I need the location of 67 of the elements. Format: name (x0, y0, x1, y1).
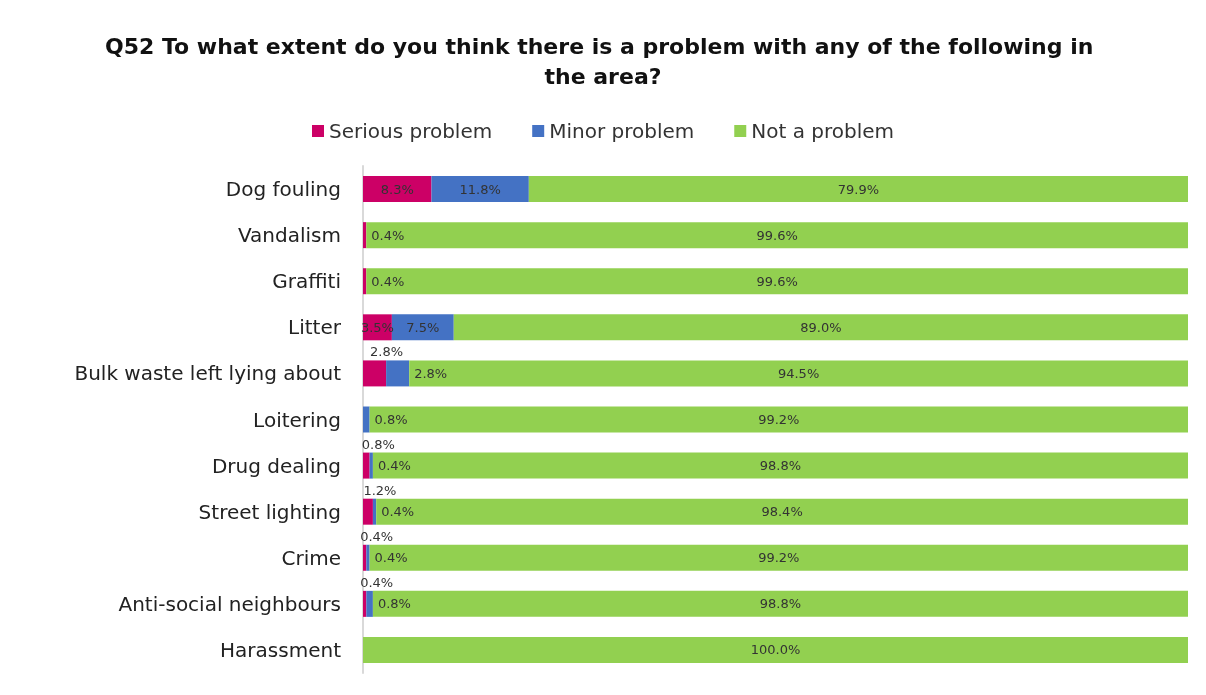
legend-label: Serious problem (328, 119, 493, 143)
bar (528, 176, 1188, 203)
data-label: 0.4% (374, 550, 408, 566)
y-tick-label: Street lighting (198, 499, 341, 524)
data-label: 0.4% (371, 227, 405, 243)
data-label: 98.8% (759, 458, 802, 474)
data-label: 1.2% (363, 482, 397, 498)
bar (363, 222, 367, 249)
y-tick-label: Vandalism (237, 223, 341, 248)
data-label: 99.6% (756, 227, 798, 243)
data-label: 0.8% (374, 412, 408, 427)
data-label: 0.4% (360, 574, 394, 590)
bar (386, 360, 410, 387)
legend-label: Not a problem (751, 119, 895, 143)
y-tick-label: Loitering (253, 407, 341, 432)
bar (369, 452, 373, 479)
bar (372, 590, 1188, 617)
bar (363, 360, 387, 387)
data-label: 8.3% (380, 181, 414, 197)
bar (363, 498, 373, 525)
bar (431, 176, 529, 203)
y-tick-label: Anti-social neighbours (118, 591, 341, 616)
data-label: 99.2% (758, 550, 800, 566)
data-label: 2.8% (370, 344, 404, 360)
data-label: 0.4% (381, 504, 415, 520)
bar (366, 590, 373, 617)
chart-title: Q52 To what extent do you think there is a problem with any of the following in the area? (104, 33, 1102, 89)
y-tick-label: Litter (288, 315, 342, 340)
data-label: 99.6% (756, 273, 798, 289)
data-label: 89.0% (800, 319, 842, 335)
data-label: 94.5% (777, 365, 820, 381)
data-label: 79.9% (837, 181, 880, 197)
data-label: 99.2% (758, 412, 800, 427)
data-label: 98.4% (761, 504, 803, 520)
y-tick-label: Crime (281, 545, 341, 570)
data-label: 0.8% (361, 436, 395, 452)
y-tick-label: Drug dealing (211, 453, 341, 478)
data-label: 0.4% (377, 458, 411, 474)
bar (369, 544, 1188, 571)
bar (363, 590, 367, 617)
bar (372, 452, 1188, 479)
bar (363, 406, 370, 433)
bar (366, 222, 1188, 249)
y-tick-label: Graffiti (272, 269, 341, 294)
bar (363, 176, 432, 203)
data-label: 0.8% (377, 596, 411, 612)
bar (366, 268, 1188, 295)
data-label: 0.4% (360, 528, 394, 544)
data-label: 7.5% (406, 319, 440, 335)
data-label: 11.8% (459, 181, 501, 197)
data-label: 2.8% (414, 365, 448, 381)
bar (453, 314, 1188, 341)
bar (376, 498, 1188, 525)
bar (363, 452, 370, 479)
y-tick-label: Dog fouling (225, 177, 341, 202)
bar (363, 268, 367, 295)
bar (372, 498, 377, 525)
data-label: 100.0% (750, 642, 801, 658)
bar (409, 360, 1188, 387)
bar (369, 406, 1188, 433)
legend-label: Minor problem (549, 119, 695, 143)
bar (391, 314, 454, 341)
data-label: 98.8% (759, 596, 802, 612)
data-label: 0.4% (371, 273, 405, 289)
y-tick-label: Bulk waste left lying about (74, 361, 342, 386)
bar (363, 636, 1188, 663)
y-tick-label: Harassment (220, 637, 342, 662)
